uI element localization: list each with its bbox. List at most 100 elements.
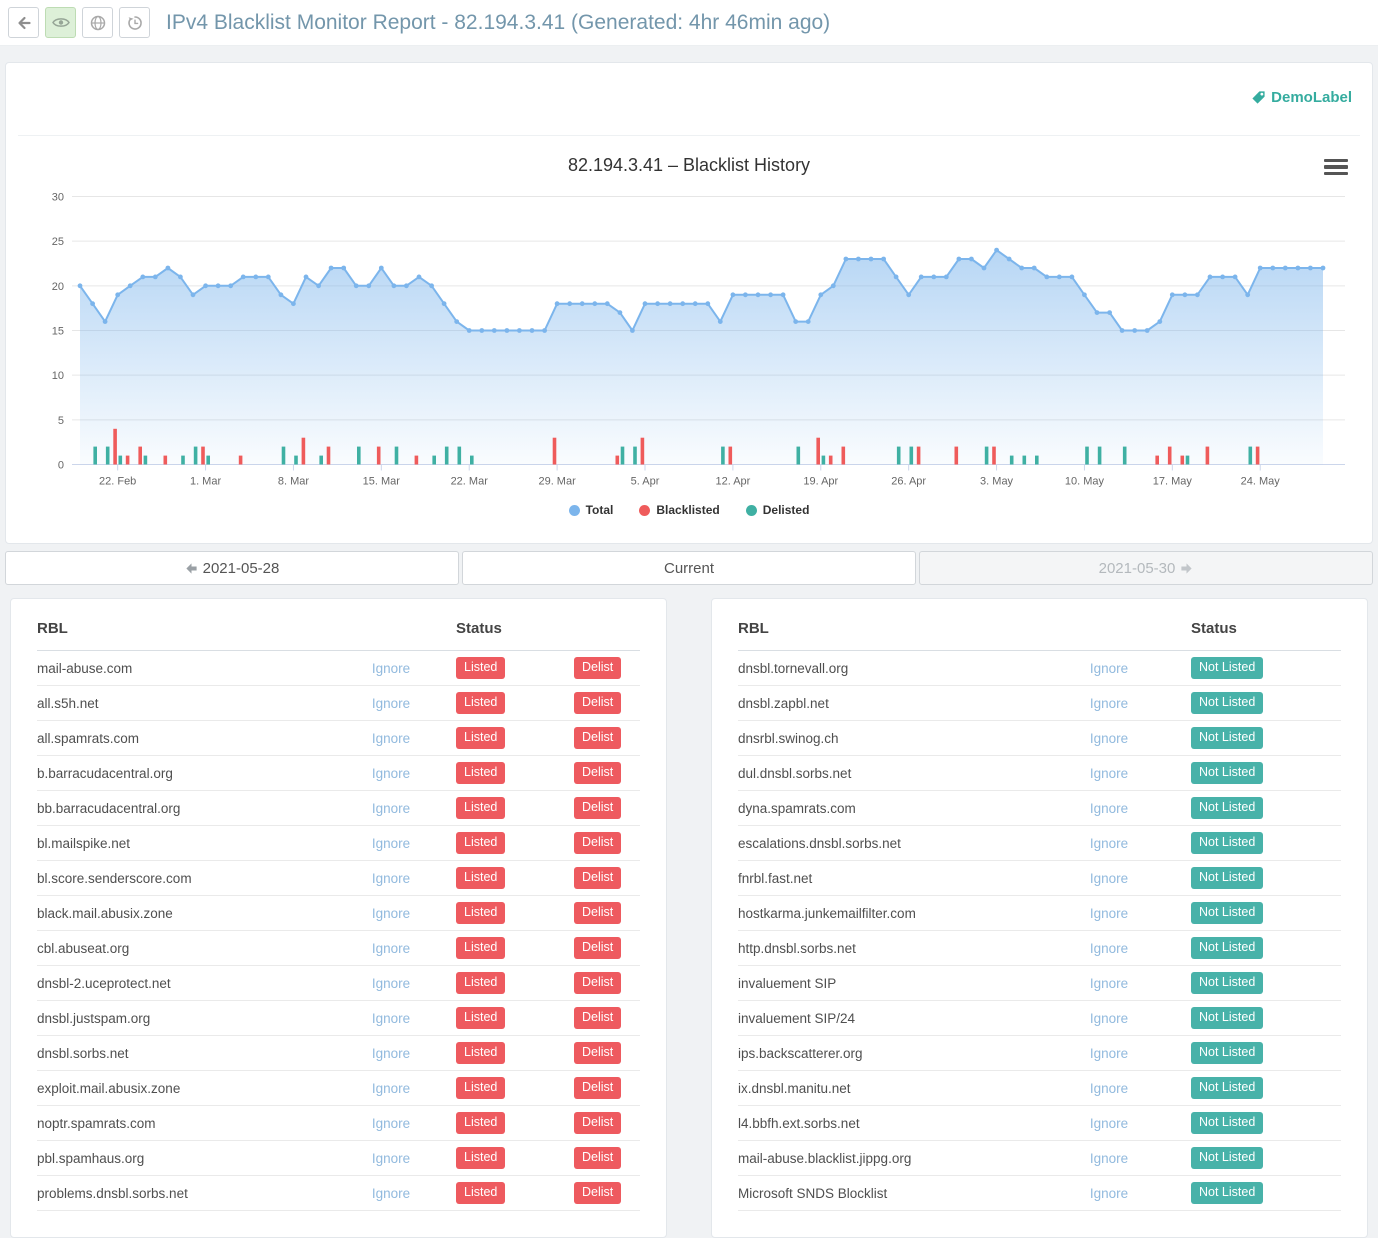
rbl-name: pbl.spamhaus.org <box>37 1150 145 1166</box>
arrow-left-icon <box>17 16 31 29</box>
delist-button[interactable]: Delist <box>574 1182 622 1204</box>
chart-menu-button[interactable] <box>1324 157 1350 177</box>
table-row: dnsbl-2.uceprotect.net Ignore Listed Delist <box>37 966 640 1001</box>
ignore-link[interactable]: Ignore <box>1089 1080 1129 1096</box>
blacklist-history-chart: 0 5 10 15 20 25 30 22. Feb 1. Mar 8. Mar 15. Mar 22… <box>52 192 1345 488</box>
globe-icon <box>90 15 105 30</box>
ignore-link[interactable]: Ignore <box>371 1185 411 1201</box>
delist-button[interactable]: Delist <box>574 692 622 714</box>
status-badge: Not Listed <box>1191 727 1264 749</box>
ignore-link[interactable]: Ignore <box>1089 730 1129 746</box>
ignore-link[interactable]: Ignore <box>371 835 411 851</box>
ignore-link[interactable]: Ignore <box>1089 800 1129 816</box>
ignore-link[interactable]: Ignore <box>371 940 411 956</box>
delist-button[interactable]: Delist <box>574 797 622 819</box>
current-date-button[interactable]: Current <box>462 551 916 585</box>
status-badge: Listed <box>456 867 506 889</box>
ignore-link[interactable]: Ignore <box>371 1045 411 1061</box>
ignore-link[interactable]: Ignore <box>371 800 411 816</box>
legend-label: Blacklisted <box>656 503 720 517</box>
ignore-link[interactable]: Ignore <box>1089 1010 1129 1026</box>
rbl-name: invaluement SIP/24 <box>738 1010 856 1026</box>
ignore-link[interactable]: Ignore <box>1089 870 1129 886</box>
ignore-link[interactable]: Ignore <box>371 975 411 991</box>
rbl-name: Microsoft SNDS Blocklist <box>738 1185 888 1201</box>
ignore-link[interactable]: Ignore <box>1089 1150 1129 1166</box>
delist-button[interactable]: Delist <box>574 972 622 994</box>
ignore-link[interactable]: Ignore <box>1089 1115 1129 1131</box>
status-badge: Not Listed <box>1191 1042 1264 1064</box>
table-row: ix.dnsbl.manitu.net Ignore Not Listed <box>738 1071 1341 1106</box>
ignore-link[interactable]: Ignore <box>1089 1185 1129 1201</box>
delist-button[interactable]: Delist <box>574 1112 622 1134</box>
status-badge: Listed <box>456 1042 506 1064</box>
table-row: hostkarma.junkemailfilter.com Ignore Not L… <box>738 896 1341 931</box>
rbl-name: mail-abuse.blacklist.jippg.org <box>738 1150 912 1166</box>
ignore-link[interactable]: Ignore <box>371 870 411 886</box>
delist-button[interactable]: Delist <box>574 1007 622 1029</box>
ignore-link[interactable]: Ignore <box>1089 695 1129 711</box>
delist-button[interactable]: Delist <box>574 902 622 924</box>
svg-text:8. Mar: 8. Mar <box>278 476 310 488</box>
current-date-label: Current <box>663 559 715 577</box>
delist-button[interactable]: Delist <box>574 727 622 749</box>
ignore-link[interactable]: Ignore <box>1089 940 1129 956</box>
ignore-link[interactable]: Ignore <box>371 1010 411 1026</box>
ignore-link[interactable]: Ignore <box>371 730 411 746</box>
delist-button[interactable]: Delist <box>574 1077 622 1099</box>
svg-text:15: 15 <box>52 326 64 338</box>
ignore-link[interactable]: Ignore <box>1089 835 1129 851</box>
history-button[interactable] <box>119 7 150 38</box>
delist-button[interactable]: Delist <box>574 762 622 784</box>
ignore-link[interactable]: Ignore <box>1089 1045 1129 1061</box>
next-date-button[interactable]: 2021-05-30 <box>919 551 1373 585</box>
status-badge: Not Listed <box>1191 1182 1264 1204</box>
table-row: invaluement SIP/24 Ignore Not Listed <box>738 1001 1341 1036</box>
delist-button[interactable]: Delist <box>574 937 622 959</box>
table-row: black.mail.abusix.zone Ignore Listed Delist <box>37 896 640 931</box>
report-label-link[interactable]: DemoLabel <box>1251 89 1352 106</box>
ignore-link[interactable]: Ignore <box>371 1150 411 1166</box>
rbl-name: ix.dnsbl.manitu.net <box>738 1080 851 1096</box>
delist-button[interactable]: Delist <box>574 832 622 854</box>
svg-text:26. Apr: 26. Apr <box>891 476 926 488</box>
status-badge: Listed <box>456 937 506 959</box>
svg-text:15. Mar: 15. Mar <box>363 476 401 488</box>
ignore-link[interactable]: Ignore <box>1089 905 1129 921</box>
ignore-link[interactable]: Ignore <box>371 660 411 676</box>
delist-button[interactable]: Delist <box>574 1147 622 1169</box>
svg-text:22. Feb: 22. Feb <box>99 476 136 488</box>
ignore-link[interactable]: Ignore <box>371 905 411 921</box>
rbl-name: cbl.abuseat.org <box>37 940 130 956</box>
view-report-button[interactable] <box>45 7 76 38</box>
status-badge: Listed <box>456 902 506 924</box>
table-header: RBL Status <box>37 599 640 651</box>
legend-item-delisted[interactable]: Delisted <box>745 503 809 517</box>
ignore-link[interactable]: Ignore <box>1089 765 1129 781</box>
ignore-link[interactable]: Ignore <box>371 1115 411 1131</box>
prev-date-button[interactable]: 2021-05-28 <box>5 551 459 585</box>
table-row: dnsbl.sorbs.net Ignore Listed Delist <box>37 1036 640 1071</box>
legend-item-blacklisted[interactable]: Blacklisted <box>639 503 720 517</box>
back-button[interactable] <box>8 7 39 38</box>
legend-marker-icon <box>568 504 580 516</box>
rbl-name: noptr.spamrats.com <box>37 1115 156 1131</box>
ignore-link[interactable]: Ignore <box>1089 660 1129 676</box>
delist-button[interactable]: Delist <box>574 1042 622 1064</box>
table-row: bl.score.senderscore.com Ignore Listed Deli… <box>37 861 640 896</box>
svg-text:5: 5 <box>58 415 64 427</box>
table-body-not-listed: dnsbl.tornevall.org Ignore Not Listed dnsbl… <box>738 651 1341 1211</box>
ignore-link[interactable]: Ignore <box>371 1080 411 1096</box>
status-badge: Not Listed <box>1191 1077 1264 1099</box>
rbl-name: ips.backscatterer.org <box>738 1045 863 1061</box>
legend-item-total[interactable]: Total <box>568 503 613 517</box>
delist-button[interactable]: Delist <box>574 867 622 889</box>
rbl-name: problems.dnsbl.sorbs.net <box>37 1185 188 1201</box>
ignore-link[interactable]: Ignore <box>371 695 411 711</box>
public-link-button[interactable] <box>82 7 113 38</box>
eye-icon <box>51 18 70 27</box>
ignore-link[interactable]: Ignore <box>371 765 411 781</box>
delist-button[interactable]: Delist <box>574 657 622 679</box>
svg-text:20: 20 <box>52 281 64 293</box>
ignore-link[interactable]: Ignore <box>1089 975 1129 991</box>
